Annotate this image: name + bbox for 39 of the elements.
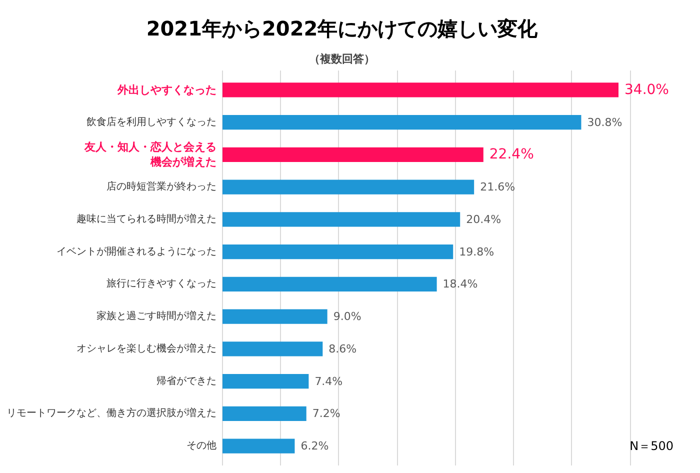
y-tick-label: 家族と過ごす時間が増えた xyxy=(96,310,216,322)
data-label: 34.0% xyxy=(624,82,669,98)
data-label: 7.2% xyxy=(312,407,340,420)
y-tick-label: 旅行に行きやすくなった xyxy=(106,278,216,290)
bar xyxy=(222,82,618,98)
bar xyxy=(222,342,323,356)
bar xyxy=(222,244,454,260)
data-label: 7.4% xyxy=(314,374,343,388)
y-tick-label: 飲食店を利用しやすくなった xyxy=(86,116,216,128)
bar xyxy=(222,276,437,292)
y-tick-label: 外出しやすくなった xyxy=(116,83,216,96)
data-label: 19.8% xyxy=(459,245,494,258)
data-label: 22.4% xyxy=(489,146,534,163)
chart-title: 2021年から2022年にかけての嬉しい変化 xyxy=(146,16,539,40)
y-tick-label: 店の時短営業が終わった xyxy=(106,180,216,193)
data-label: 9.0% xyxy=(333,310,362,324)
data-label: 21.6% xyxy=(480,180,516,194)
y-tick-label: その他 xyxy=(186,440,216,452)
data-label: 6.2% xyxy=(300,440,329,453)
y-tick-label: オシャレを楽しむ機会が増えた xyxy=(76,342,216,354)
bar xyxy=(222,115,582,130)
data-label: 18.4% xyxy=(442,278,478,291)
bar xyxy=(222,147,484,162)
bar xyxy=(222,438,295,454)
y-tick-label: 趣味に当てられる時間が増えた xyxy=(76,212,216,225)
y-tick-label: イベントが開催されるようになった xyxy=(56,246,216,258)
y-tick-label: 帰省ができた xyxy=(156,374,216,387)
y-tick-label: 友人・知人・恋人と会える機会が増えた xyxy=(84,140,216,169)
text: N＝500 xyxy=(630,439,674,454)
bar xyxy=(222,374,309,389)
data-label: 30.8% xyxy=(587,116,622,129)
chart-subtitle: （複数回答） xyxy=(309,52,375,66)
bar xyxy=(222,212,460,227)
bar xyxy=(222,406,306,421)
bar xyxy=(222,309,328,324)
y-tick-label: リモートワークなど、働き方の選択肢が増えた xyxy=(6,407,216,420)
data-label: 8.6% xyxy=(328,342,357,356)
bar xyxy=(222,180,474,194)
data-label: 20.4% xyxy=(466,212,502,226)
